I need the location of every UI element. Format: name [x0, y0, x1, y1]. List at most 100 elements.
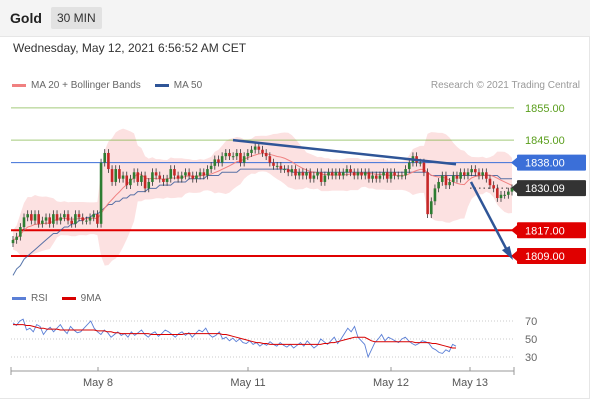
candle-body	[264, 152, 268, 157]
candle-body	[33, 214, 37, 221]
level-label-5: 1809.00	[525, 251, 565, 263]
legend-item-rsi: RSI	[12, 293, 48, 304]
candle-body	[393, 172, 396, 176]
candle-body	[231, 156, 235, 158]
x-tick-label-0: May 8	[83, 377, 113, 389]
level-badge-5	[517, 248, 586, 265]
legend-label-rsi: RSI	[31, 293, 48, 304]
candle-body	[198, 172, 202, 176]
candle-body	[297, 172, 301, 176]
rsi-series-9ma	[13, 324, 456, 349]
candle-body	[305, 172, 308, 176]
level-badge-3	[517, 180, 586, 197]
candle-body	[440, 175, 444, 182]
candle-body	[63, 214, 66, 218]
candle-body	[301, 172, 305, 176]
legend-label-ma50: MA 50	[173, 80, 203, 91]
copyright-text: Research © 2021 Trading Central	[430, 80, 580, 91]
candle-body	[195, 175, 198, 179]
candle-body	[41, 220, 44, 224]
candle-body	[52, 214, 55, 224]
candle-body	[202, 172, 206, 176]
candle-body	[114, 169, 118, 182]
candle-body	[125, 175, 129, 186]
candle-body	[418, 162, 422, 164]
candle-body	[173, 169, 176, 176]
candle-body	[15, 236, 18, 240]
candle-body	[396, 175, 400, 177]
candle-body	[158, 175, 162, 179]
trendline-1	[469, 181, 512, 257]
candle-body	[217, 159, 220, 163]
instrument-title: Gold	[10, 10, 42, 26]
candle-body	[96, 214, 99, 224]
candle-body	[107, 152, 110, 170]
candle-body	[59, 217, 62, 221]
candle-body	[132, 172, 136, 179]
candle-body	[374, 175, 378, 179]
candle-body	[147, 181, 151, 189]
candle-body	[338, 172, 341, 176]
candle-body	[444, 175, 448, 186]
candle-body	[451, 175, 455, 182]
candle-body	[239, 152, 242, 163]
candle-body	[77, 214, 81, 218]
candle-body	[492, 185, 495, 189]
candle-body	[437, 181, 440, 189]
candle-body	[81, 217, 85, 221]
legend-swatch-9ma	[61, 297, 76, 300]
candle-body	[184, 172, 187, 176]
candle-body	[286, 169, 290, 173]
legend-swatch-ma50	[154, 84, 169, 87]
candle-body	[507, 191, 510, 195]
rsi-series-rsi	[12, 318, 457, 359]
candle-body	[246, 152, 250, 157]
candle-body	[165, 178, 169, 182]
legend-item-ma20: MA 20 + Bollinger Bands	[12, 80, 141, 91]
candle-body	[433, 188, 437, 202]
trendline-0	[232, 138, 457, 166]
candle-body	[499, 194, 503, 199]
candle-body	[143, 175, 147, 189]
candle-body	[352, 172, 356, 176]
level-badge-pointer-4	[511, 225, 517, 236]
timeframe-badge[interactable]: 30 MIN	[51, 7, 102, 29]
candle-body	[474, 169, 477, 173]
candle-body	[250, 149, 253, 153]
candle-body	[220, 156, 224, 163]
candle-body	[316, 172, 319, 176]
candle-body	[330, 172, 334, 176]
candle-body	[118, 169, 121, 179]
candle-body	[176, 175, 180, 179]
candle-body	[187, 172, 191, 176]
candle-body	[268, 156, 272, 163]
level-label-3: 1830.09	[525, 183, 565, 195]
candle-body	[235, 152, 239, 157]
candle-body	[253, 146, 257, 150]
candle-body	[341, 172, 345, 176]
candle-body	[363, 172, 367, 176]
candle-body	[11, 239, 15, 244]
candle-body	[345, 169, 349, 173]
candle-body	[121, 175, 125, 179]
legend-item-9ma: 9MA	[61, 293, 101, 304]
legend-label-ma20: MA 20 + Bollinger Bands	[31, 80, 141, 91]
candle-body	[66, 214, 70, 221]
legend-swatch-ma20	[12, 84, 26, 87]
candle-body	[26, 214, 29, 218]
candle-body	[283, 169, 286, 171]
candle-body	[510, 188, 514, 192]
candle-body	[162, 178, 165, 182]
candle-body	[37, 214, 40, 224]
candle-body	[169, 169, 173, 179]
candle-body	[242, 156, 246, 163]
candle-body	[103, 152, 107, 163]
candle-body	[55, 214, 59, 221]
candle-body	[327, 172, 330, 176]
candle-body	[323, 175, 327, 182]
candle-body	[488, 178, 492, 186]
level-label-1: 1845.00	[525, 135, 565, 147]
candle-body	[272, 162, 275, 166]
candle-body	[88, 217, 92, 221]
candle-body	[371, 175, 374, 179]
